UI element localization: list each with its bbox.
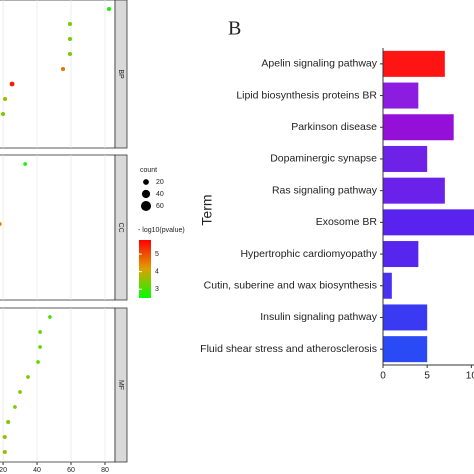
facet-panel	[0, 307, 116, 463]
dot	[106, 6, 112, 12]
y-tick-label: Apelin signaling pathway	[261, 58, 377, 70]
facet-strip	[114, 0, 128, 149]
panel-label: B	[228, 18, 241, 40]
x-tick-label: 20	[0, 467, 7, 474]
dot	[2, 434, 7, 440]
facet-strip	[114, 307, 128, 463]
x-tick-label: 5	[424, 371, 430, 382]
y-tick-label: Hypertrophic cardiomyopathy	[240, 248, 377, 260]
size-legend-label: 60	[156, 203, 164, 210]
y-tick-label: Exosome BR	[316, 216, 378, 228]
bar	[383, 145, 428, 172]
facet-label: BP	[117, 69, 124, 79]
bar	[383, 241, 419, 268]
dot	[0, 221, 2, 227]
dot	[38, 330, 42, 334]
colorbar-label: 3	[155, 286, 159, 293]
dot	[3, 96, 8, 102]
facet-strip	[114, 154, 128, 301]
dot	[9, 81, 15, 87]
bar	[383, 82, 419, 109]
dot	[1, 111, 6, 117]
bar	[383, 304, 428, 331]
x-tick-label: 60	[67, 467, 75, 474]
size-legend-label: 40	[156, 191, 164, 198]
facet-label: CC	[117, 222, 124, 232]
x-tick-label: 40	[33, 467, 41, 474]
bar	[383, 336, 428, 363]
size-legend-label: 20	[156, 179, 164, 186]
dot	[26, 375, 30, 379]
dot	[38, 345, 42, 349]
colorbar-label: 5	[155, 251, 159, 258]
bar	[383, 272, 392, 299]
x-tick-label: 80	[101, 467, 109, 474]
y-tick-label: Cutin, suberine and wax biosynthesis	[204, 280, 377, 292]
bar	[383, 209, 474, 236]
dot	[13, 405, 17, 409]
size-legend-title: count	[140, 167, 157, 174]
x-tick-label: 0	[380, 371, 386, 382]
size-legend-dot	[140, 200, 152, 212]
y-tick-label: Lipid biosynthesis proteins BR	[236, 89, 377, 101]
y-tick-label: Insulin signaling pathway	[260, 311, 377, 323]
y-tick-label: Dopaminergic synapse	[270, 153, 377, 165]
bar	[383, 177, 445, 204]
dot	[60, 66, 66, 72]
dot	[67, 51, 73, 57]
y-tick-label: Fluid shear stress and atherosclerosis	[200, 343, 377, 355]
colorbar-label: 4	[155, 268, 159, 275]
dot	[23, 162, 27, 166]
size-legend-dot	[141, 189, 151, 199]
dot	[36, 360, 40, 364]
bar	[383, 114, 454, 141]
dot	[48, 315, 52, 319]
dot	[6, 419, 11, 425]
x-tick-label: 10	[466, 371, 474, 382]
dot	[2, 449, 7, 455]
y-tick-label: Ras signaling pathway	[272, 184, 378, 196]
color-legend-title: - log10(pvalue)	[138, 227, 185, 234]
facet-panel	[0, 0, 116, 149]
bar	[383, 50, 445, 77]
dot	[18, 390, 22, 394]
dot	[67, 36, 73, 42]
size-legend-dot	[143, 179, 149, 185]
dot	[67, 21, 73, 27]
y-axis-label: Term	[199, 194, 215, 225]
facet-panel	[0, 154, 116, 301]
facet-label: MF	[117, 380, 124, 390]
y-tick-label: Parkinson disease	[291, 121, 377, 133]
